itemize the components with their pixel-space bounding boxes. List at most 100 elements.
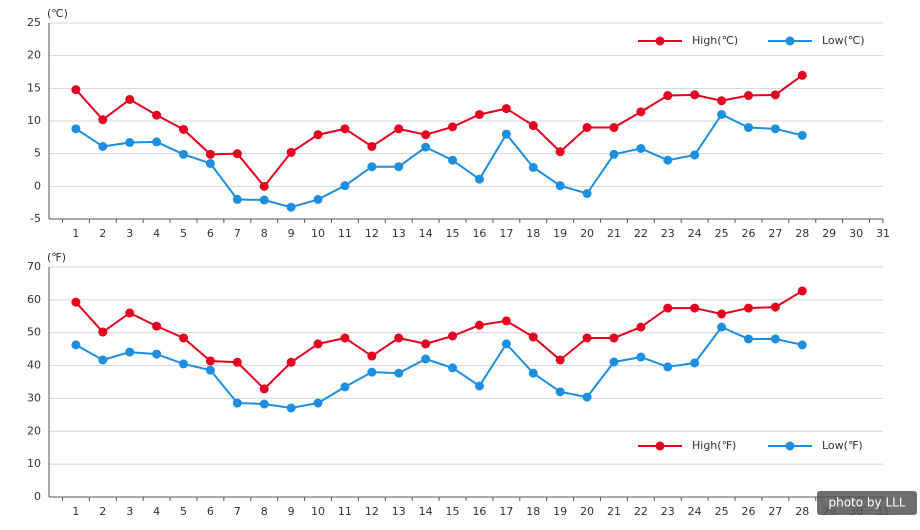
legend-label: Low(℉)	[822, 439, 863, 452]
data-point	[421, 142, 431, 152]
x-tick-label: 25	[715, 227, 729, 240]
data-point	[663, 155, 673, 165]
data-point	[394, 162, 404, 172]
data-point	[555, 181, 565, 191]
data-point	[797, 70, 807, 80]
x-tick-label: 13	[392, 505, 406, 518]
data-point	[743, 123, 753, 133]
data-point	[609, 149, 619, 159]
data-point	[340, 333, 350, 343]
x-tick-label: 27	[768, 505, 782, 518]
data-point	[394, 368, 404, 378]
x-tick-label: 15	[446, 227, 460, 240]
data-point	[636, 352, 646, 362]
y-tick-label: 15	[27, 81, 41, 94]
x-tick-label: 5	[180, 505, 187, 518]
y-tick-label: 40	[27, 359, 41, 372]
data-point	[71, 297, 81, 307]
data-point	[205, 356, 215, 366]
data-point	[152, 110, 162, 120]
x-tick-label: 1	[72, 505, 79, 518]
x-tick-label: 10	[311, 505, 325, 518]
data-point	[313, 339, 323, 349]
x-tick-label: 18	[526, 505, 540, 518]
data-point	[448, 155, 458, 165]
x-tick-label: 4	[153, 227, 160, 240]
series-line	[75, 325, 803, 409]
data-point	[152, 349, 162, 359]
legend-marker	[785, 36, 795, 46]
x-tick-label: 4	[153, 505, 160, 518]
x-tick-label: 26	[741, 505, 755, 518]
data-point	[663, 303, 673, 313]
x-tick-label: 8	[261, 227, 268, 240]
data-point	[340, 124, 350, 134]
x-tick-label: 17	[499, 227, 513, 240]
watermark-bg	[817, 491, 917, 515]
data-point	[313, 398, 323, 408]
data-point	[797, 340, 807, 350]
data-point	[125, 138, 135, 148]
data-point	[797, 286, 807, 296]
data-point	[582, 333, 592, 343]
y-tick-label: 70	[27, 260, 41, 273]
x-tick-label: 9	[288, 505, 295, 518]
y-tick-label: 5	[34, 147, 41, 160]
data-point	[474, 381, 484, 391]
data-point	[259, 181, 269, 191]
x-tick-label: 27	[768, 227, 782, 240]
x-tick-label: 12	[365, 505, 379, 518]
data-point	[125, 94, 135, 104]
data-point	[717, 322, 727, 332]
x-tick-label: 21	[607, 227, 621, 240]
data-point	[474, 109, 484, 119]
data-point	[232, 357, 242, 367]
data-point	[690, 303, 700, 313]
data-point	[663, 91, 673, 101]
data-point	[125, 308, 135, 318]
y-tick-label: 0	[34, 490, 41, 503]
data-point	[259, 195, 269, 205]
data-point	[474, 320, 484, 330]
x-tick-label: 31	[876, 227, 890, 240]
data-point	[98, 141, 108, 151]
data-point	[179, 124, 189, 134]
data-point	[286, 202, 296, 212]
data-point	[717, 96, 727, 106]
x-tick-label: 26	[741, 227, 755, 240]
data-point	[448, 331, 458, 341]
data-point	[609, 357, 619, 367]
data-point	[286, 403, 296, 413]
y-axis-label: (℉)	[47, 251, 66, 264]
data-point	[717, 309, 727, 319]
data-point	[555, 355, 565, 365]
data-point	[179, 359, 189, 369]
data-point	[609, 123, 619, 133]
data-point	[232, 149, 242, 159]
series-line	[75, 113, 803, 209]
legend-marker	[785, 441, 795, 451]
data-point	[205, 149, 215, 159]
data-point	[717, 109, 727, 119]
data-point	[232, 398, 242, 408]
x-tick-label: 11	[338, 227, 352, 240]
x-tick-label: 21	[607, 505, 621, 518]
data-point	[421, 130, 431, 140]
data-point	[259, 399, 269, 409]
data-point	[179, 149, 189, 159]
data-point	[582, 123, 592, 133]
data-point	[232, 194, 242, 204]
x-tick-label: 24	[688, 227, 702, 240]
data-point	[367, 351, 377, 361]
watermark: photo by LLL	[828, 496, 905, 510]
data-point	[152, 137, 162, 147]
x-tick-label: 2	[99, 227, 106, 240]
data-point	[582, 392, 592, 402]
data-point	[690, 150, 700, 160]
x-tick-label: 18	[526, 227, 540, 240]
data-point	[421, 354, 431, 364]
data-point	[582, 189, 592, 199]
y-tick-label: 10	[27, 114, 41, 127]
series-line	[75, 290, 803, 391]
